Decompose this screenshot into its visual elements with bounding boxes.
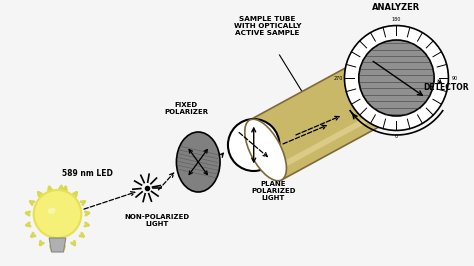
Text: 270: 270	[333, 76, 343, 81]
Text: ANALYZER: ANALYZER	[372, 3, 420, 12]
Text: FIXED
POLARIZER: FIXED POLARIZER	[164, 102, 209, 115]
Polygon shape	[274, 111, 378, 172]
Polygon shape	[250, 65, 383, 180]
Text: PLANE
POLARIZED
LIGHT: PLANE POLARIZED LIGHT	[251, 181, 296, 201]
Circle shape	[345, 26, 448, 130]
Circle shape	[228, 119, 280, 171]
Circle shape	[34, 190, 81, 238]
Polygon shape	[49, 238, 66, 252]
Circle shape	[359, 40, 434, 116]
Ellipse shape	[346, 64, 388, 126]
Ellipse shape	[47, 208, 55, 214]
Text: 90: 90	[452, 76, 458, 81]
Ellipse shape	[176, 132, 220, 192]
Text: 180: 180	[392, 16, 401, 22]
Text: 0: 0	[395, 134, 398, 139]
Text: NON-POLARIZED
LIGHT: NON-POLARIZED LIGHT	[124, 214, 189, 227]
Text: DETECTOR: DETECTOR	[423, 83, 469, 92]
Ellipse shape	[245, 119, 286, 181]
Text: 589 nm LED: 589 nm LED	[62, 169, 113, 178]
Text: SAMPLE TUBE
WITH OPTICALLY
ACTIVE SAMPLE: SAMPLE TUBE WITH OPTICALLY ACTIVE SAMPLE	[234, 16, 301, 36]
